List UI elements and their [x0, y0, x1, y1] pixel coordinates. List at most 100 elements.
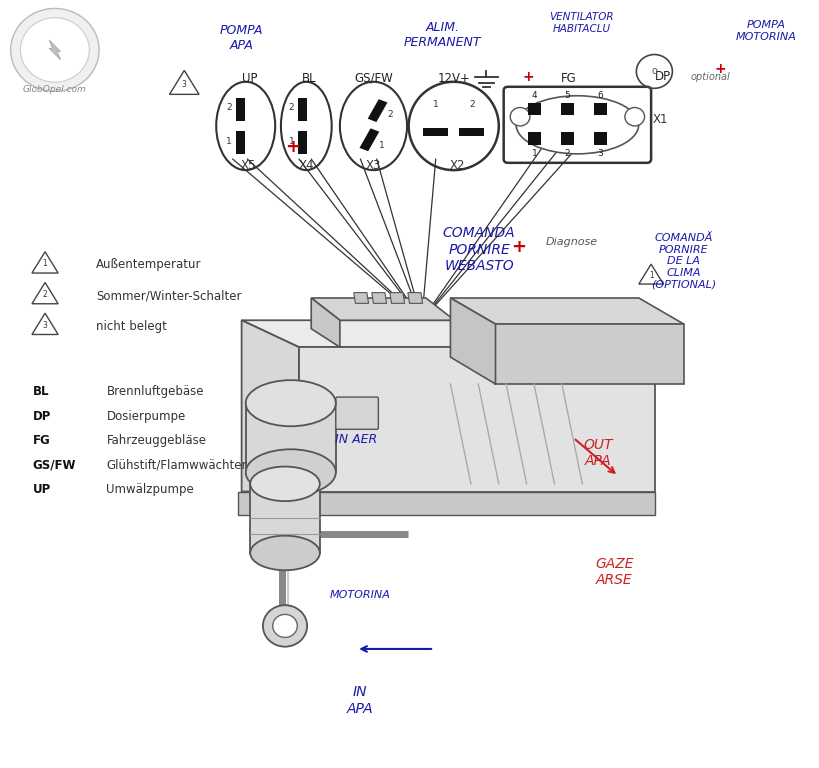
Ellipse shape — [246, 449, 336, 495]
FancyBboxPatch shape — [236, 131, 246, 154]
Text: +: + — [523, 70, 534, 84]
Polygon shape — [311, 298, 340, 347]
Text: POMPA
APA: POMPA APA — [219, 25, 264, 52]
Ellipse shape — [516, 96, 639, 154]
Text: 1: 1 — [649, 271, 654, 280]
Text: X5: X5 — [241, 160, 256, 172]
Text: 3: 3 — [182, 80, 187, 88]
Text: Glühstift/Flamwwächter: Glühstift/Flamwwächter — [106, 459, 247, 472]
Ellipse shape — [281, 82, 332, 170]
Text: DP: DP — [655, 71, 672, 83]
Text: Brennluftgebäse: Brennluftgebäse — [106, 386, 204, 398]
Polygon shape — [32, 283, 58, 304]
Text: COMANDA
PORNIRE
WEBASTO: COMANDA PORNIRE WEBASTO — [443, 227, 515, 273]
Circle shape — [510, 108, 530, 126]
Text: 2: 2 — [387, 110, 392, 119]
Polygon shape — [639, 264, 663, 284]
Text: 1: 1 — [43, 260, 48, 268]
FancyBboxPatch shape — [594, 133, 607, 145]
FancyBboxPatch shape — [561, 103, 574, 115]
Ellipse shape — [251, 536, 320, 570]
Text: IN AER: IN AER — [335, 433, 378, 445]
Polygon shape — [32, 252, 58, 273]
Text: UP: UP — [242, 72, 257, 84]
Text: X3: X3 — [366, 160, 381, 172]
Ellipse shape — [251, 467, 320, 502]
FancyBboxPatch shape — [298, 98, 306, 121]
Ellipse shape — [409, 82, 499, 170]
Circle shape — [20, 18, 89, 82]
Text: Fahrzeuggebläse: Fahrzeuggebläse — [106, 435, 206, 447]
Text: 6: 6 — [597, 91, 604, 100]
Circle shape — [273, 614, 297, 637]
FancyBboxPatch shape — [336, 397, 378, 429]
Polygon shape — [360, 128, 379, 151]
Text: BL: BL — [302, 72, 317, 84]
Ellipse shape — [246, 380, 336, 426]
Text: 2: 2 — [469, 100, 474, 109]
Text: 1: 1 — [532, 150, 538, 158]
FancyBboxPatch shape — [504, 87, 651, 163]
FancyBboxPatch shape — [423, 127, 448, 137]
Circle shape — [263, 605, 307, 647]
Text: POMPA
MOTORINA: POMPA MOTORINA — [735, 20, 796, 41]
Text: FG: FG — [560, 72, 577, 84]
FancyBboxPatch shape — [528, 133, 541, 145]
Text: +: + — [511, 238, 526, 257]
Circle shape — [625, 108, 645, 126]
Polygon shape — [242, 320, 299, 492]
Text: GS/FW: GS/FW — [354, 72, 393, 84]
Polygon shape — [408, 293, 423, 303]
Text: 2: 2 — [565, 150, 570, 158]
Text: Dosierpumpe: Dosierpumpe — [106, 410, 186, 422]
Text: Sommer/Winter-Schalter: Sommer/Winter-Schalter — [96, 290, 242, 302]
FancyBboxPatch shape — [528, 103, 541, 115]
Text: COMANDĂ
PORNIRE
DE LA
CLIMA
(OPTIONAL): COMANDĂ PORNIRE DE LA CLIMA (OPTIONAL) — [651, 233, 717, 290]
FancyBboxPatch shape — [594, 103, 607, 115]
Text: DP: DP — [33, 410, 51, 422]
Text: BL: BL — [33, 386, 49, 398]
Polygon shape — [32, 313, 58, 335]
FancyBboxPatch shape — [298, 131, 306, 154]
Text: optional: optional — [690, 71, 731, 82]
Ellipse shape — [216, 82, 275, 170]
Text: OUT
APA: OUT APA — [583, 438, 613, 468]
FancyBboxPatch shape — [561, 133, 574, 145]
FancyBboxPatch shape — [246, 403, 336, 472]
Text: ALIM.
PERMANENT: ALIM. PERMANENT — [404, 21, 481, 48]
Text: MOTORINA: MOTORINA — [330, 590, 391, 601]
Text: 2: 2 — [289, 103, 294, 112]
Text: 3: 3 — [597, 150, 604, 158]
Text: IN
APA: IN APA — [347, 685, 373, 716]
Polygon shape — [495, 324, 684, 384]
FancyBboxPatch shape — [251, 484, 319, 553]
Polygon shape — [299, 347, 655, 492]
Polygon shape — [242, 320, 655, 347]
Polygon shape — [368, 99, 387, 122]
Text: GlobOpel.com: GlobOpel.com — [23, 84, 87, 94]
Polygon shape — [450, 298, 684, 324]
FancyBboxPatch shape — [236, 98, 246, 121]
Text: Diagnose: Diagnose — [545, 237, 598, 247]
Text: 1: 1 — [432, 100, 439, 109]
Polygon shape — [49, 40, 61, 60]
Text: o: o — [651, 66, 658, 77]
Text: VENTILATOR
HABITACLU: VENTILATOR HABITACLU — [550, 12, 613, 34]
Text: X4: X4 — [299, 160, 314, 172]
Text: +: + — [715, 62, 726, 76]
Polygon shape — [450, 298, 495, 384]
Polygon shape — [238, 492, 655, 515]
Text: 5: 5 — [564, 91, 571, 100]
FancyBboxPatch shape — [459, 127, 484, 137]
Text: 1: 1 — [378, 141, 385, 151]
Polygon shape — [354, 293, 369, 303]
Text: 2: 2 — [43, 290, 48, 299]
Text: nicht belegt: nicht belegt — [96, 320, 167, 333]
Polygon shape — [170, 71, 199, 94]
Text: X1: X1 — [653, 113, 667, 125]
Text: Umwälzpumpe: Umwälzpumpe — [106, 484, 194, 496]
Text: Außentemperatur: Außentemperatur — [96, 259, 201, 271]
Text: 2: 2 — [227, 103, 232, 112]
Text: GS/FW: GS/FW — [33, 459, 76, 472]
Text: UP: UP — [33, 484, 51, 496]
